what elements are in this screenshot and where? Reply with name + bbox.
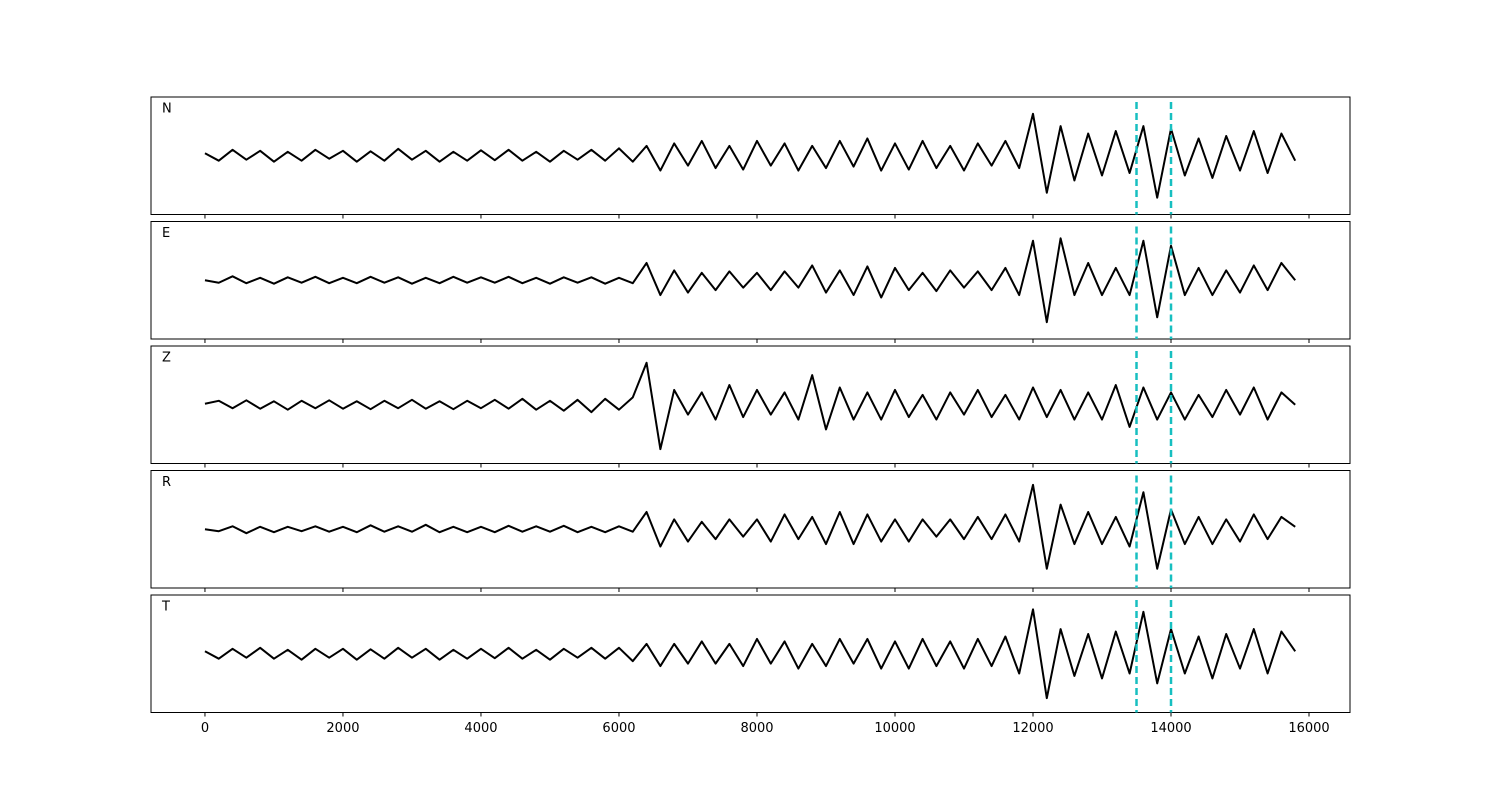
x-tick-label: 2000 [326, 721, 359, 736]
trace [204, 608, 1297, 700]
panel-frame [150, 470, 1351, 589]
panel-label: E [162, 226, 170, 241]
trace [204, 361, 1296, 451]
x-tick-label: 4000 [464, 721, 497, 736]
panel-label: T [161, 600, 170, 615]
trace [204, 483, 1296, 570]
panel-label: R [162, 475, 171, 490]
x-tick-label: 14000 [1150, 721, 1191, 736]
panel-frame [150, 594, 1351, 713]
x-tick-label: 8000 [740, 721, 773, 736]
panel-label: N [162, 102, 172, 117]
x-tick-label: 0 [201, 721, 209, 736]
panel-frame [150, 345, 1351, 464]
x-tick-label: 16000 [1288, 721, 1329, 736]
x-tick-label: 12000 [1012, 721, 1053, 736]
panel-frame [150, 221, 1351, 340]
trace [204, 112, 1297, 199]
panel-frame [150, 96, 1351, 215]
trace [204, 237, 1296, 324]
x-tick-label: 6000 [602, 721, 635, 736]
panel-label: Z [162, 351, 171, 366]
x-tick-label: 10000 [874, 721, 915, 736]
